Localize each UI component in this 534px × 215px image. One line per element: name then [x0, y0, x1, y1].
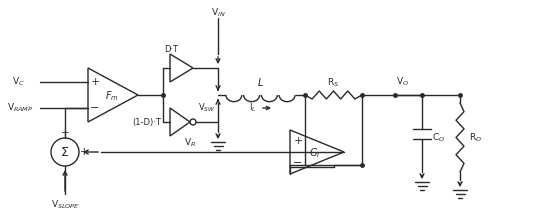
Text: +: + [293, 136, 303, 146]
Text: L: L [257, 78, 263, 88]
Text: (1-D)·T: (1-D)·T [132, 118, 161, 126]
Text: G$_I$: G$_I$ [309, 146, 321, 160]
Text: V$_{SLOPE}$: V$_{SLOPE}$ [51, 199, 79, 211]
Text: +: + [90, 77, 100, 87]
Text: D·T: D·T [164, 46, 178, 54]
Text: +: + [61, 128, 69, 138]
Text: R$_O$: R$_O$ [469, 132, 482, 144]
Text: Σ: Σ [61, 146, 69, 158]
Text: F$_m$: F$_m$ [105, 89, 119, 103]
Text: V$_{SW}$: V$_{SW}$ [199, 102, 216, 114]
Text: V$_R$: V$_R$ [184, 137, 196, 149]
Text: V$_C$: V$_C$ [12, 76, 25, 88]
Text: −: − [293, 158, 303, 168]
Text: R$_S$: R$_S$ [327, 77, 339, 89]
Text: V$_{IN}$: V$_{IN}$ [210, 7, 225, 19]
Text: V$_{RAMP}$: V$_{RAMP}$ [7, 102, 33, 114]
Text: −: − [90, 103, 100, 113]
Text: V$_O$: V$_O$ [397, 76, 410, 88]
Text: C$_O$: C$_O$ [432, 132, 445, 144]
Text: +: + [80, 147, 88, 157]
Text: I$_L$: I$_L$ [249, 102, 257, 114]
